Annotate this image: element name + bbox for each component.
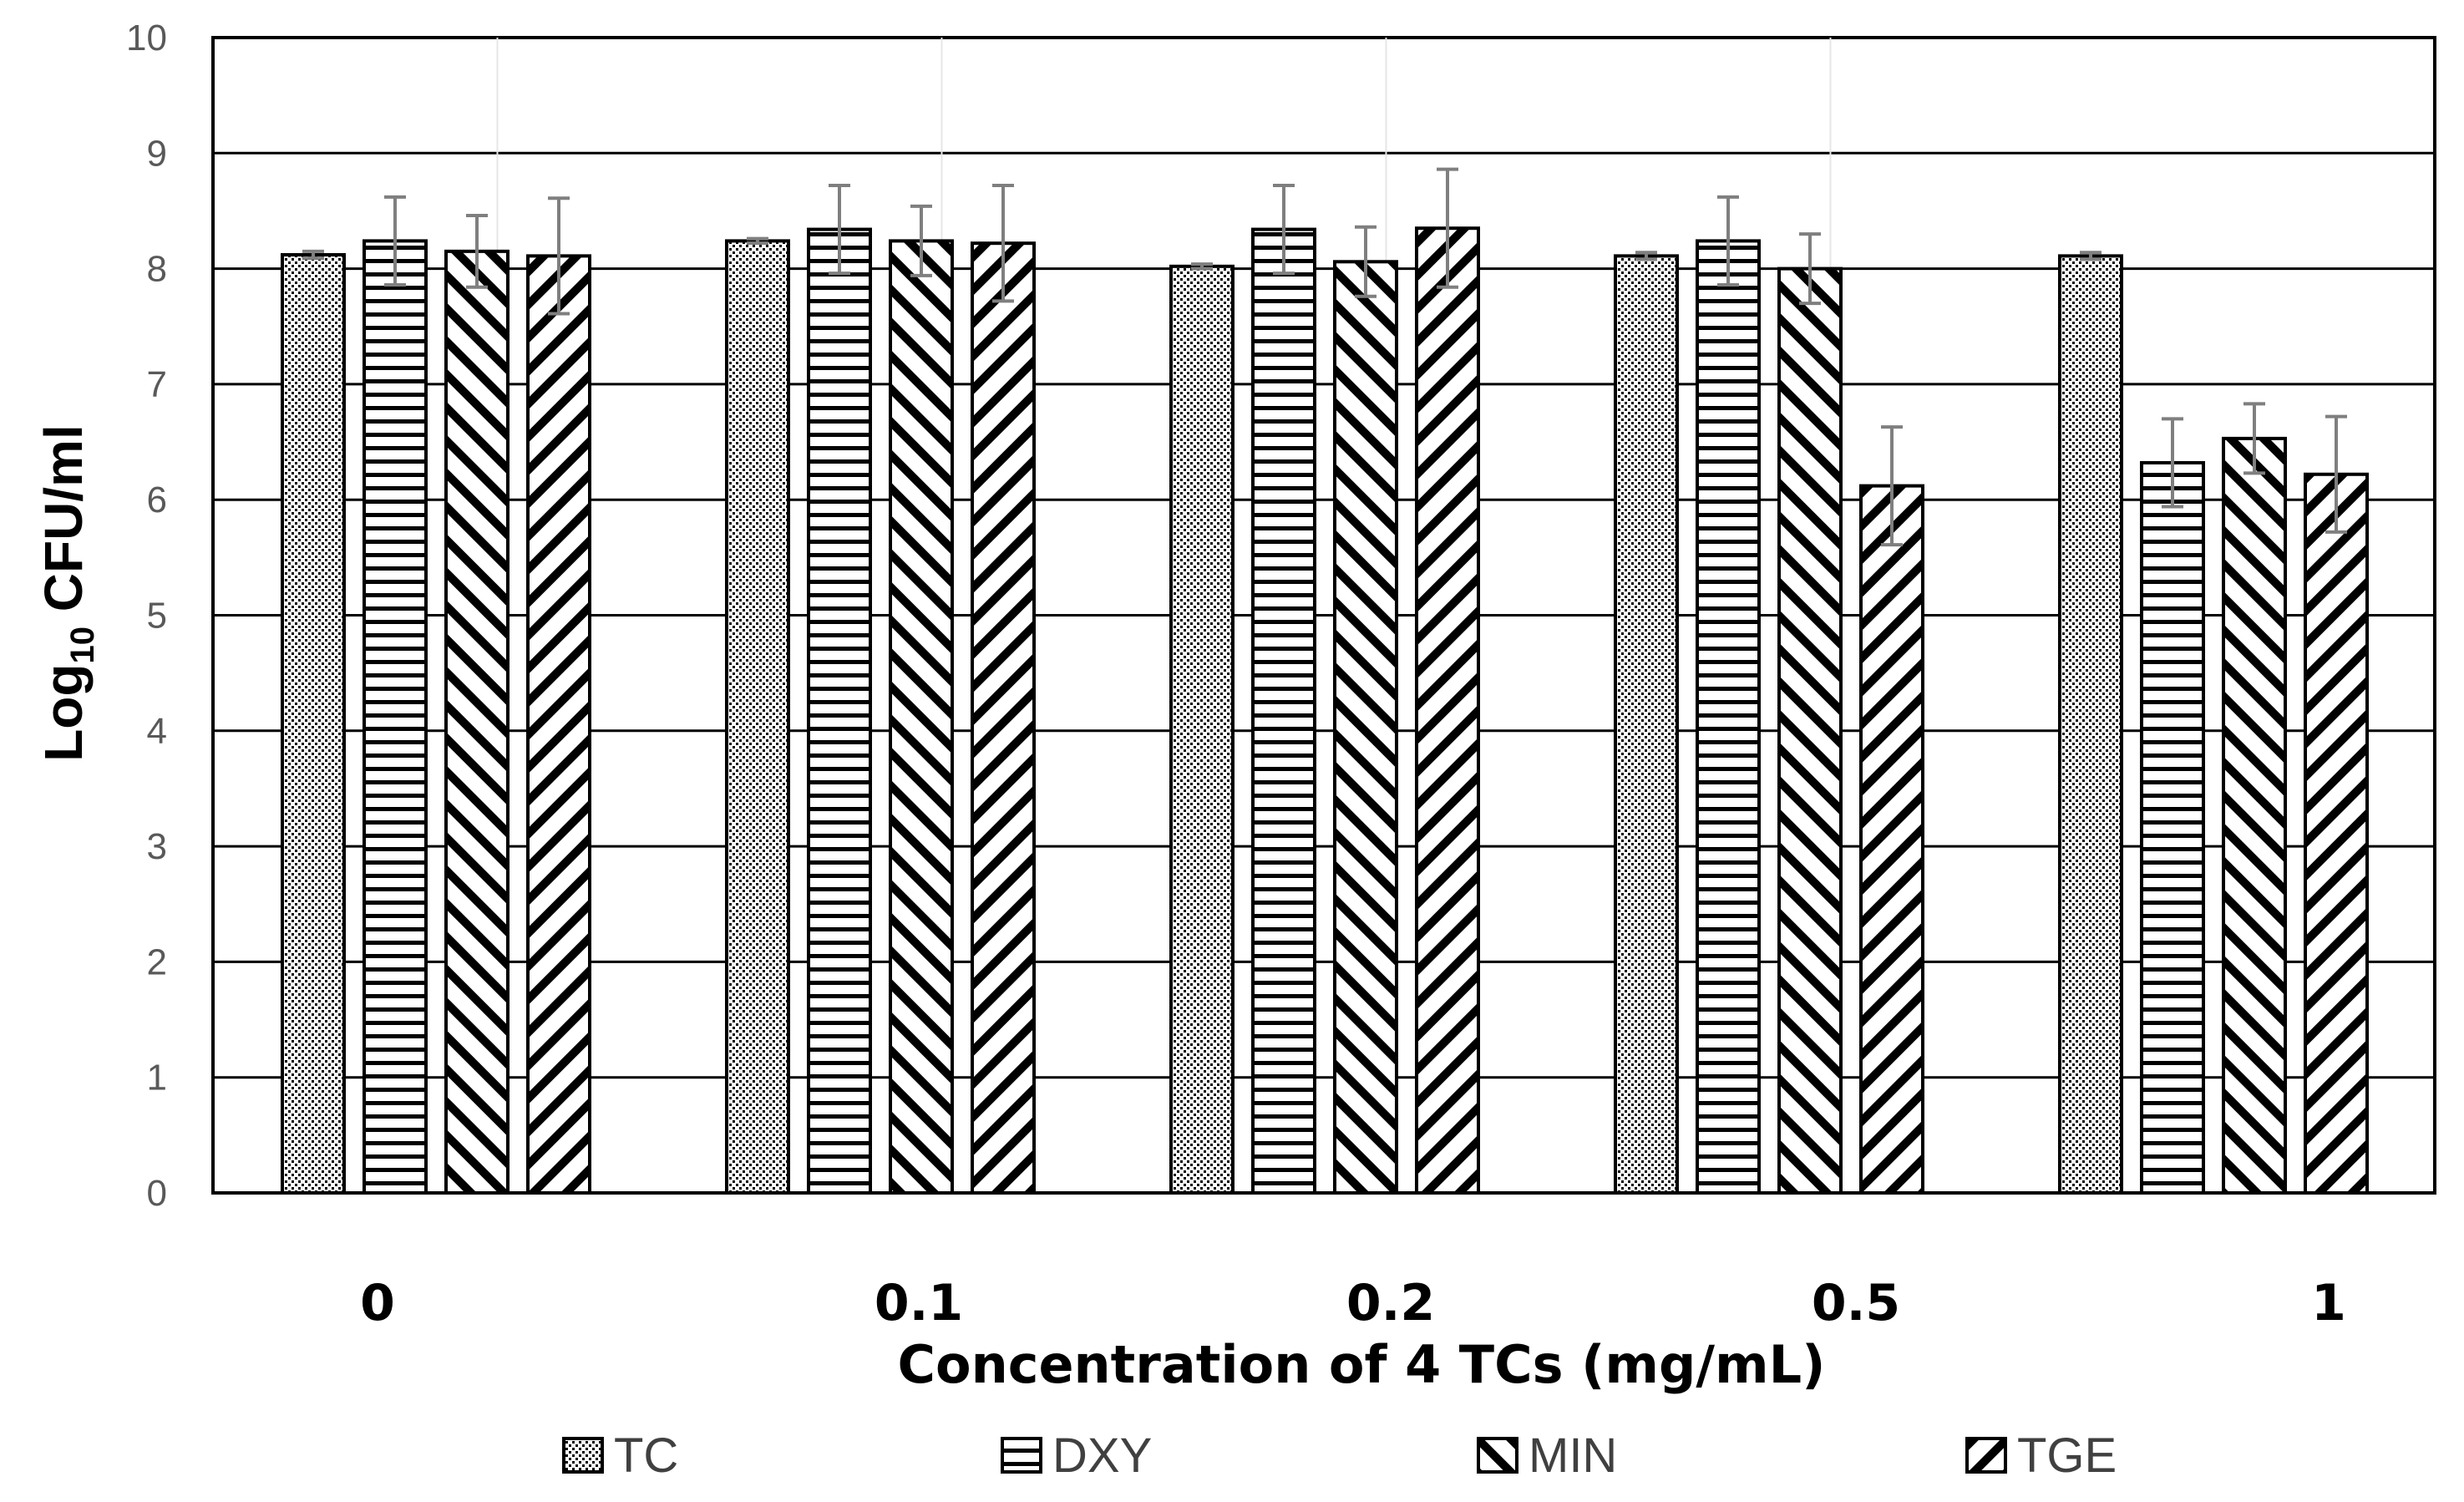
bars: [281, 167, 2369, 1195]
error-bar: [1191, 262, 1213, 271]
legend-label: TC: [614, 1428, 678, 1483]
bar-tge-0.5: [1859, 484, 1924, 1195]
error-bar: [2162, 417, 2183, 509]
x-tick-label: 0.1: [875, 1274, 963, 1332]
y-tick-label: 6: [147, 480, 167, 520]
bar-min-0: [444, 249, 510, 1195]
bar-dxy-0.5: [1696, 239, 1761, 1195]
error-bar: [548, 196, 570, 316]
bar-dxy-1: [2140, 460, 2205, 1195]
legend-item-min: MIN: [1477, 1428, 1617, 1483]
bar-dxy-0.1: [807, 227, 872, 1195]
y-tick-label: 5: [147, 596, 167, 637]
x-axis-label: Concentration of 4 TCs (mg/mL): [897, 1334, 1825, 1395]
error-bar: [384, 195, 406, 287]
legend-swatch: [1001, 1437, 1042, 1474]
bar-dxy-0: [363, 239, 428, 1195]
x-tick-label: 0: [360, 1274, 395, 1332]
error-bar: [992, 184, 1014, 303]
error-bar: [1717, 195, 1739, 287]
y-tick-label: 3: [147, 826, 167, 867]
error-bar: [2325, 414, 2347, 534]
y-axis-ticks: 0 1 2 3 4 5 6 7 8 9 10: [126, 18, 167, 1214]
y-tick-label: 1: [147, 1058, 167, 1099]
x-tick-label: 0.5: [1812, 1274, 1900, 1332]
bar-tc-0.5: [1614, 254, 1679, 1195]
bar-tge-0.2: [1415, 226, 1480, 1195]
x-axis-ticks: 0 0.1 0.2 0.5 1: [360, 1274, 2346, 1332]
error-bar: [1635, 251, 1657, 261]
y-tick-label: 9: [147, 133, 167, 174]
bar-min-0.1: [889, 239, 954, 1195]
legend-swatch: [1965, 1437, 2007, 1474]
error-bar: [910, 204, 932, 277]
bar-min-0.5: [1777, 266, 1843, 1195]
bar-min-1: [2222, 436, 2287, 1195]
error-bar: [1881, 425, 1903, 547]
legend-swatch: [1477, 1437, 1518, 1474]
bar-tge-1: [2304, 472, 2369, 1195]
legend: TC DXY MIN TGE: [562, 1428, 2117, 1483]
error-bar: [1355, 225, 1376, 298]
x-tick-label: 1: [2311, 1274, 2346, 1332]
bar-tge-0.1: [971, 241, 1036, 1195]
legend-label: DXY: [1052, 1428, 1152, 1483]
legend-item-dxy: DXY: [1001, 1428, 1152, 1483]
bar-tc-0: [281, 253, 346, 1195]
legend-swatch: [562, 1437, 604, 1474]
error-bar: [466, 213, 488, 289]
y-tick-label: 10: [126, 18, 167, 58]
y-tick-label: 0: [147, 1173, 167, 1214]
legend-item-tc: TC: [562, 1428, 678, 1483]
bar-dxy-0.2: [1251, 227, 1316, 1195]
legend-label: TGE: [2017, 1428, 2117, 1483]
error-bar: [1437, 167, 1458, 289]
plot-border: [211, 36, 2436, 1195]
legend-label: MIN: [1529, 1428, 1617, 1483]
legend-item-tge: TGE: [1965, 1428, 2117, 1483]
error-bar: [747, 236, 768, 246]
bar-tc-1: [2058, 254, 2123, 1195]
bar-tc-0.2: [1169, 264, 1235, 1195]
y-axis-label: Log10 CFU/ml: [33, 424, 101, 762]
x-tick-label: 0.2: [1346, 1274, 1435, 1332]
error-bar: [302, 249, 324, 261]
y-tick-label: 7: [147, 364, 167, 405]
error-bar: [1273, 184, 1295, 276]
error-bar: [2080, 251, 2101, 261]
y-tick-label: 8: [147, 249, 167, 290]
error-bar: [1799, 232, 1821, 306]
error-bar: [2243, 402, 2265, 475]
bar-tc-0.1: [725, 239, 790, 1195]
y-tick-label: 2: [147, 941, 167, 982]
error-bar: [829, 184, 850, 276]
bar-tge-0: [526, 254, 591, 1195]
bar-min-0.2: [1333, 260, 1398, 1195]
y-tick-label: 4: [147, 711, 167, 752]
